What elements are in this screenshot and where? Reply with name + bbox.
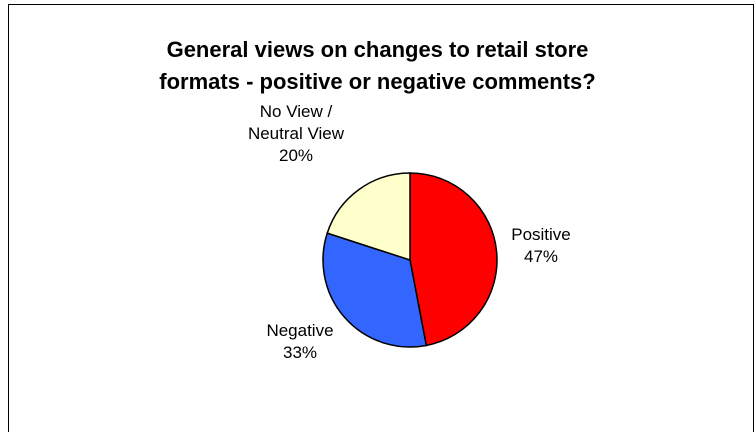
chart-title-line-1: General views on changes to retail store [166, 37, 589, 62]
pie-slice-value: 20% [279, 146, 313, 165]
pie-slice-label: No View / Neutral View 20% [248, 102, 345, 165]
pie-slice-value: 33% [283, 343, 317, 362]
chart-title-line-2: formats - positive or negative comments? [159, 69, 596, 94]
pie-slice-negative [322, 232, 428, 348]
pie-slice-label: Negative 33% [266, 321, 333, 362]
pie-slice-value: 47% [524, 247, 558, 266]
pie-slice-label: Positive 47% [511, 225, 571, 266]
pie-slice-no-view-neutral-view [326, 172, 411, 262]
pie-slice-name: Neutral View [248, 124, 345, 143]
pie-slices [322, 172, 498, 348]
pie-labels: Positive 47% Negative 33% No View / Neutral V… [248, 102, 571, 362]
pie-slice-name: No View / [260, 102, 333, 121]
pie-slice-name: Positive [511, 225, 571, 244]
chart-title: General views on changes to retail store… [0, 34, 755, 98]
pie-slice-positive [409, 172, 498, 347]
pie-slice-name: Negative [266, 321, 333, 340]
